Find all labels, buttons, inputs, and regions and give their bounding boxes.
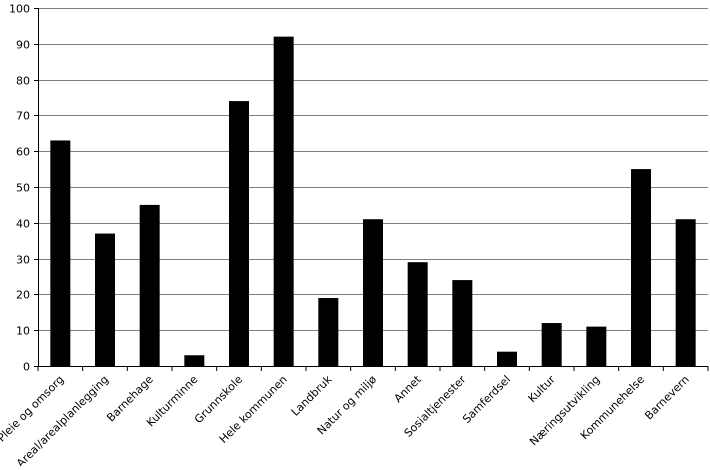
bar bbox=[363, 219, 383, 366]
x-tick-label: Kultur bbox=[526, 373, 559, 406]
bar bbox=[184, 355, 205, 366]
bar bbox=[139, 204, 160, 366]
y-tick-label: 80 bbox=[16, 75, 30, 88]
y-tick-label: 20 bbox=[16, 289, 30, 302]
x-axis: Pleie og omsorgAreal/arealplanleggingBar… bbox=[0, 366, 709, 470]
bar bbox=[497, 351, 517, 366]
bars bbox=[50, 36, 696, 366]
y-tick-label: 70 bbox=[16, 110, 30, 123]
bar bbox=[586, 326, 607, 366]
y-tick-label: 100 bbox=[9, 3, 30, 16]
x-tick-label: Barnevern bbox=[642, 373, 691, 422]
bar bbox=[318, 297, 339, 366]
bar bbox=[50, 140, 71, 366]
y-axis: 0 10 20 30 40 50 60 70 80 90 100 bbox=[9, 3, 39, 374]
y-tick-label: 10 bbox=[16, 325, 30, 338]
x-tick-label: Annet bbox=[392, 372, 425, 405]
y-tick-label: 0 bbox=[23, 361, 30, 374]
x-tick-label: Landbruk bbox=[289, 372, 335, 418]
bar bbox=[273, 36, 294, 366]
bar bbox=[675, 219, 696, 366]
y-tick-label: 60 bbox=[16, 146, 30, 159]
y-tick-label: 30 bbox=[16, 254, 30, 267]
bar bbox=[452, 280, 473, 366]
bar bbox=[407, 262, 428, 366]
x-tick-label: Samferdsel bbox=[460, 373, 513, 426]
y-tick-label: 40 bbox=[16, 218, 30, 231]
y-tick-label: 90 bbox=[16, 39, 30, 52]
bar bbox=[631, 169, 651, 366]
bar bbox=[95, 233, 115, 366]
bar bbox=[541, 323, 562, 366]
y-tick-label: 50 bbox=[16, 182, 30, 195]
bar bbox=[229, 101, 249, 366]
